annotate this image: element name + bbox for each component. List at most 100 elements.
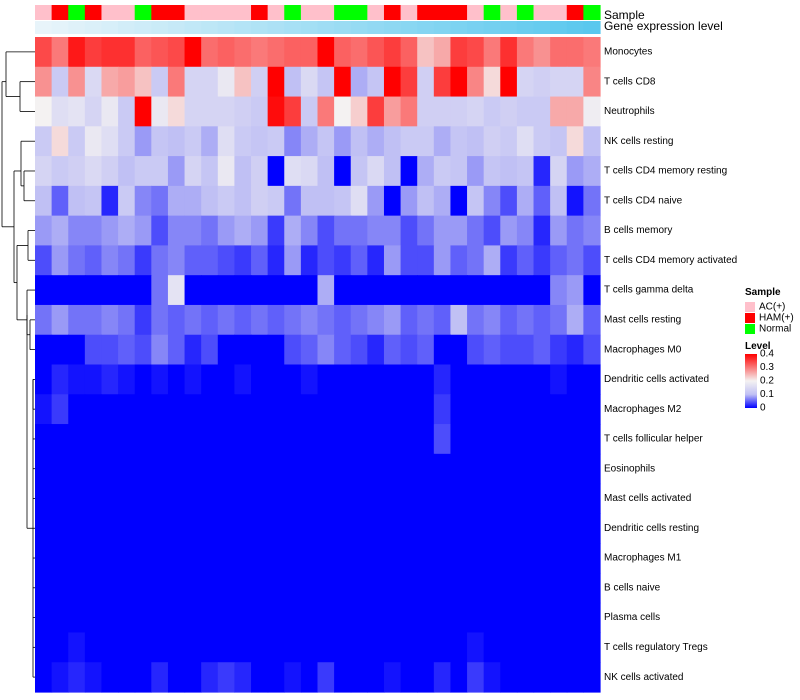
row-label: Eosinophils: [604, 463, 655, 474]
heatmap-cell: [84, 275, 103, 306]
heatmap-cell: [217, 126, 236, 157]
heatmap-cell: [516, 37, 535, 68]
heatmap-cell: [317, 632, 335, 663]
heatmap-cell: [317, 453, 335, 485]
heatmap-cell: [533, 662, 551, 693]
heatmap-cell: [118, 424, 136, 455]
legend-label: HAM(+): [759, 313, 794, 324]
heatmap-cell: [267, 453, 285, 485]
heatmap-cell: [317, 126, 335, 157]
heatmap-cell: [35, 304, 53, 336]
heatmap-cell: [483, 37, 501, 68]
heatmap-cell: [500, 602, 518, 634]
heatmap-cell: [367, 662, 385, 693]
heatmap-cell: [300, 37, 319, 68]
heatmap-cell: [500, 513, 518, 544]
heatmap-cell: [350, 37, 368, 68]
heatmap-cell: [433, 424, 452, 455]
heatmap-cell: [234, 483, 252, 514]
heatmap-cell: [566, 334, 584, 366]
heatmap-cell: [51, 334, 69, 366]
expression-level-cell: [134, 21, 152, 34]
heatmap-cell: [417, 662, 435, 693]
heatmap-cell: [433, 572, 452, 604]
heatmap-cell: [201, 304, 219, 336]
heatmap-cell: [201, 185, 219, 217]
heatmap-cell: [367, 513, 385, 544]
row-label: T cells CD8: [604, 76, 656, 87]
legend-label: Normal: [759, 324, 791, 335]
row-label: T cells CD4 memory activated: [604, 255, 737, 266]
heatmap-cell: [400, 662, 418, 693]
heatmap-cell: [500, 185, 518, 217]
expression-level-cell: [417, 21, 435, 34]
heatmap-cell: [51, 602, 69, 634]
heatmap-cell: [500, 37, 518, 68]
heatmap-cell: [167, 245, 186, 276]
heatmap-cell: [35, 632, 53, 663]
heatmap-cell: [234, 215, 252, 247]
heatmap-cell: [383, 334, 402, 366]
heatmap-cell: [467, 126, 485, 157]
heatmap-cell: [184, 424, 202, 455]
heatmap-cell: [350, 364, 368, 395]
heatmap-cell: [583, 483, 601, 514]
heatmap-cell: [417, 364, 435, 395]
heatmap-cell: [450, 572, 468, 604]
sample-cell: [566, 5, 584, 20]
heatmap-cell: [334, 96, 352, 127]
heatmap-cell: [118, 185, 136, 217]
heatmap-cell: [433, 662, 452, 693]
heatmap-cell: [300, 483, 319, 514]
heatmap-cell: [450, 96, 468, 127]
sample-cell: [533, 5, 551, 20]
heatmap-cell: [550, 572, 568, 604]
row-dendrogram: [1, 51, 35, 678]
heatmap-cell: [101, 275, 119, 306]
heatmap-cell: [234, 126, 252, 157]
heatmap-cell: [417, 453, 435, 485]
heatmap-cell: [267, 424, 285, 455]
heatmap-cell: [134, 513, 152, 544]
heatmap-cell: [516, 304, 535, 336]
heatmap-cell: [68, 513, 86, 544]
heatmap-cell: [350, 662, 368, 693]
heatmap-cell: [350, 632, 368, 663]
expression-level-cell: [217, 21, 236, 34]
heatmap-cell: [184, 37, 202, 68]
heatmap-cell: [184, 394, 202, 425]
heatmap-cell: [234, 156, 252, 187]
heatmap-cell: [400, 424, 418, 455]
heatmap-cell: [417, 304, 435, 336]
sample-cell: [317, 5, 335, 20]
row-label: T cells CD4 naive: [604, 195, 683, 206]
heatmap-cell: [533, 185, 551, 217]
sample-cell: [68, 5, 86, 20]
heatmap-cell: [400, 37, 418, 68]
heatmap-cell: [134, 96, 152, 127]
heatmap-cell: [68, 156, 86, 187]
sample-cell: [184, 5, 202, 20]
heatmap-cell: [68, 245, 86, 276]
heatmap-cell: [35, 126, 53, 157]
heatmap-cell: [433, 126, 452, 157]
expression-level-cell: [267, 21, 285, 34]
heatmap-cell: [583, 185, 601, 217]
heatmap-cell: [35, 275, 53, 306]
heatmap-cell: [68, 66, 86, 98]
heatmap-cell: [300, 453, 319, 485]
heatmap-cell: [583, 96, 601, 127]
heatmap-cell: [334, 632, 352, 663]
heatmap-cell: [35, 364, 53, 395]
heatmap-cell: [84, 424, 103, 455]
heatmap-cell: [201, 364, 219, 395]
heatmap-cell: [450, 334, 468, 366]
heatmap-cell: [134, 156, 152, 187]
heatmap-cell: [450, 602, 468, 634]
heatmap-cell: [184, 483, 202, 514]
heatmap-cell: [367, 245, 385, 276]
heatmap-cell: [317, 304, 335, 336]
heatmap-cell: [334, 453, 352, 485]
heatmap-cell: [483, 156, 501, 187]
heatmap-cell: [516, 632, 535, 663]
